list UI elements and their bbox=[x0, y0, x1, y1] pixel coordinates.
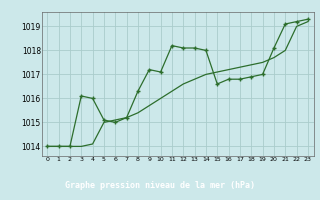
Text: Graphe pression niveau de la mer (hPa): Graphe pression niveau de la mer (hPa) bbox=[65, 181, 255, 190]
